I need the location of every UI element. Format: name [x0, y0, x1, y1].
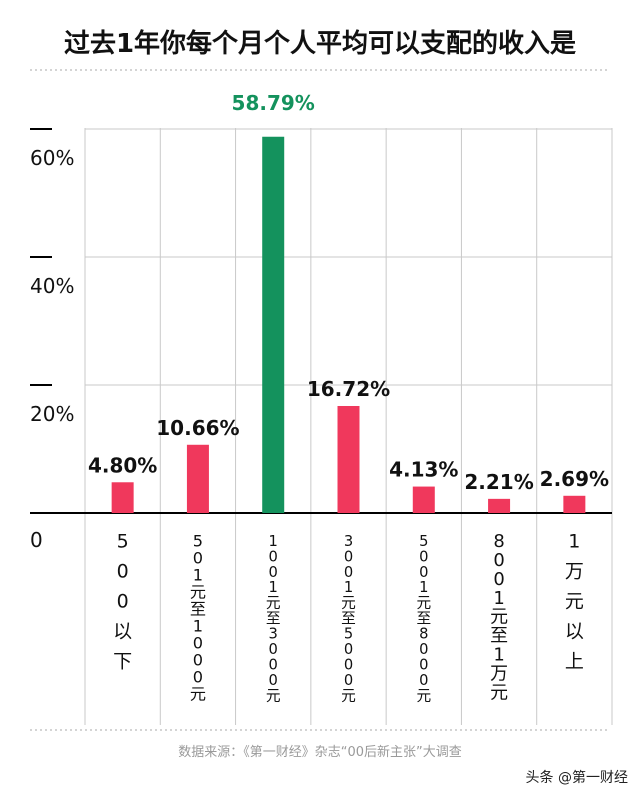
bar: [488, 498, 511, 513]
category-label: 5 0 1 元至 1 0 0 0 元: [190, 531, 206, 703]
y-tick-label: 20%: [30, 402, 74, 426]
category-label: 5 0 0 1 元至 8 0 0 0 元: [416, 533, 431, 705]
category-label: 5 0 0 以下: [113, 531, 132, 673]
bar: [186, 444, 209, 513]
watermark: 头条 @第一财经: [526, 769, 628, 786]
category-label: 1 0 0 1 元至 3 0 0 0 元: [266, 533, 281, 705]
category-label: 8 0 0 1 元至 1 万元: [490, 531, 508, 703]
chart-title: 过去1年你每个月个人平均可以支配的收入是: [64, 28, 576, 59]
bar: [262, 136, 285, 513]
x-axis-categories: 5 0 0 以下 5 0 1 元至 1 0 0 0 元 1 0 0 1 元至 3 0 0 0 元 3 0 0 1 元至 5 0 0 0 元 5 0 0…: [113, 531, 584, 705]
bar: [412, 486, 435, 513]
y-tick-label: 40%: [30, 274, 74, 298]
y-tick-label: 60%: [30, 146, 74, 170]
value-labels: 4.80% 10.66% 58.79% 16.72% 4.13%2.21% 2.69%: [88, 91, 609, 494]
bar: [111, 482, 134, 513]
value-label: 10.66%: [156, 416, 239, 440]
value-label: 2.69%: [540, 467, 609, 491]
value-label: 58.79%: [232, 91, 315, 115]
value-label: 4.80%: [88, 453, 157, 477]
value-label: 16.72%: [307, 377, 390, 401]
value-label: 4.13%: [389, 458, 458, 482]
y-tick-label: 0: [30, 528, 43, 552]
y-axis: 0 20% 40% 60%: [30, 128, 74, 552]
source-note: 数据来源：《第一财经》杂志“00后新主张”大调查: [178, 744, 462, 760]
bar: [563, 495, 586, 513]
bar: [337, 405, 360, 513]
category-label: 1 万元以上: [565, 531, 584, 673]
value-label: 2.21%: [464, 470, 533, 494]
bars: [111, 136, 586, 513]
category-label: 3 0 0 1 元至 5 0 0 0 元: [341, 533, 356, 705]
